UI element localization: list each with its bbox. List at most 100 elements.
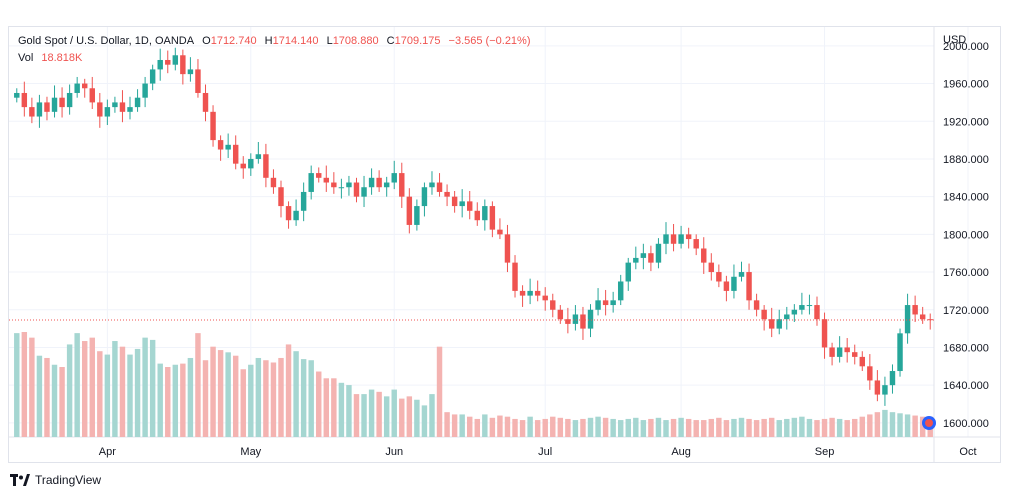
volume-bar xyxy=(904,414,911,437)
candle-body xyxy=(255,154,262,159)
volume-bar xyxy=(784,418,790,437)
candle-body xyxy=(331,182,337,188)
candle-body xyxy=(738,272,745,277)
volume-bar xyxy=(633,417,639,437)
candle-body xyxy=(889,371,896,386)
candle-body xyxy=(187,69,194,75)
candle-body xyxy=(580,314,586,329)
chart-frame[interactable]: 2000.000 1960.000 1920.000 1880.000 1840.000… xyxy=(8,26,1001,463)
volume-bar xyxy=(29,337,35,437)
y-tick-label: 2000.000 xyxy=(943,41,989,53)
x-tick-label: Oct xyxy=(959,446,976,458)
volume-bar xyxy=(852,418,858,437)
volume-bar xyxy=(867,414,873,437)
volume-bar xyxy=(565,418,571,437)
volume-bar xyxy=(134,348,141,437)
volume-bar xyxy=(157,363,163,437)
y-tick-label: 1720.000 xyxy=(943,305,989,317)
candle-body xyxy=(217,140,224,150)
low-label: L xyxy=(326,35,333,47)
volume-bar xyxy=(436,346,443,437)
volume-bar xyxy=(202,360,209,437)
candle-body xyxy=(527,290,533,296)
candle-body xyxy=(89,88,95,103)
candle-body xyxy=(489,206,496,230)
candle-body xyxy=(761,309,767,320)
brand-name: TradingView xyxy=(35,473,102,487)
candle-body xyxy=(112,102,118,108)
volume-bar xyxy=(595,416,601,437)
candle-body xyxy=(534,290,541,296)
volume-bar xyxy=(889,412,896,437)
candle-body xyxy=(51,97,58,112)
candle-body xyxy=(625,262,631,282)
tradingview-brand[interactable]: TradingView xyxy=(10,473,101,487)
candle-body xyxy=(617,281,624,301)
candle-body xyxy=(602,300,609,306)
y-tick-label: 1960.000 xyxy=(943,79,989,91)
high-label: H xyxy=(264,35,273,47)
volume-bar xyxy=(36,355,43,437)
volume-bar xyxy=(255,357,262,437)
volume-bar xyxy=(467,416,473,437)
volume-bar xyxy=(210,346,216,437)
candle-body xyxy=(134,97,141,108)
candle-body xyxy=(270,177,277,188)
volume-bar xyxy=(557,417,564,437)
candle-body xyxy=(29,107,35,117)
candle-body xyxy=(467,201,473,211)
volume-bar xyxy=(482,414,488,437)
volume-bar xyxy=(648,418,654,437)
x-tick-label: Jul xyxy=(538,446,552,458)
volume-bar xyxy=(580,418,586,437)
volume-bar xyxy=(421,405,428,437)
volume-bar xyxy=(617,420,624,437)
volume-bar xyxy=(701,420,707,437)
volume-bar xyxy=(738,417,745,437)
candle-body xyxy=(799,305,805,310)
candle-body xyxy=(693,239,699,249)
volume-bar xyxy=(331,378,337,437)
volume-bar xyxy=(527,416,533,437)
candle-body xyxy=(308,173,314,192)
y-tick-label: 1840.000 xyxy=(943,192,989,204)
candle-body xyxy=(919,314,926,320)
candle-body xyxy=(338,187,345,189)
candle-body xyxy=(172,55,179,65)
candle-body xyxy=(323,177,330,183)
volume-bar xyxy=(248,364,254,437)
candle-body xyxy=(429,182,435,188)
volume-bar xyxy=(459,414,465,437)
candle-body xyxy=(557,309,564,320)
volume-bar xyxy=(542,418,548,437)
candle-body xyxy=(376,177,382,188)
candle-body xyxy=(610,300,616,306)
volume-bar xyxy=(89,337,95,437)
candle-body xyxy=(814,305,820,320)
volume-bar xyxy=(180,363,186,437)
candle-body xyxy=(633,257,639,263)
candle-body xyxy=(232,144,239,164)
candle-body xyxy=(685,234,692,240)
volume-bar xyxy=(149,339,156,437)
candle-body xyxy=(829,347,835,357)
volume-bar xyxy=(625,418,631,437)
candle-body xyxy=(74,83,80,93)
candle-body xyxy=(519,290,526,296)
candlestick-chart[interactable]: 2000.000 1960.000 1920.000 1880.000 1840.000… xyxy=(9,27,1000,462)
volume-bar xyxy=(768,417,775,437)
volume-bar xyxy=(119,346,126,437)
candle-body xyxy=(300,191,307,211)
volume-bar xyxy=(708,418,715,437)
candle-body xyxy=(859,356,866,367)
volume-bar xyxy=(232,355,239,437)
candle-body xyxy=(776,319,782,329)
candle-body xyxy=(66,92,73,108)
candle-body xyxy=(14,92,20,98)
x-tick-label: May xyxy=(240,446,261,458)
candle-body xyxy=(361,187,367,197)
volume-bar xyxy=(414,399,420,437)
candle-body xyxy=(399,173,405,197)
candle-body xyxy=(104,107,111,117)
tradingview-logo-icon xyxy=(10,474,30,486)
